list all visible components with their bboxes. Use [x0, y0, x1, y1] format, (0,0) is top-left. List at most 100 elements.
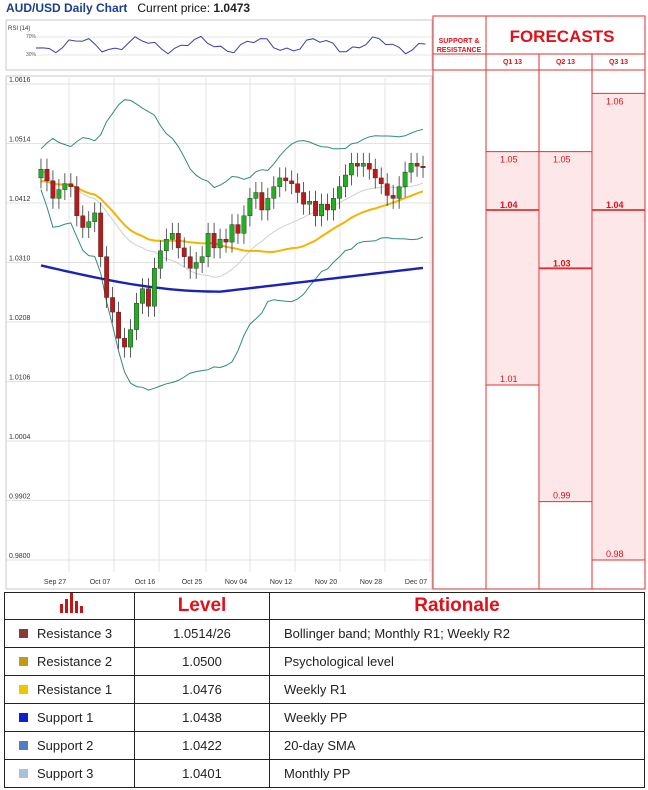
- x-tick-label: Dec 07: [405, 579, 427, 586]
- candle-body: [116, 311, 121, 339]
- level-value: 1.0514/26: [134, 619, 270, 648]
- y-axis: 1.0616 1.0514 1.0412 1.0310 1.0208 1.0106 1.00…: [9, 77, 31, 560]
- candle-body: [110, 297, 116, 313]
- candle-body: [271, 186, 277, 199]
- candle-body: [408, 163, 414, 173]
- forecast-panel: SUPPORT & RESISTANCE FORECASTS Q1 13 1.05 1…: [432, 15, 646, 590]
- y-tick-label: 1.0514: [9, 137, 31, 144]
- x-tick-label: Oct 16: [135, 579, 156, 586]
- candle-body: [420, 166, 426, 168]
- candle-body: [163, 238, 169, 252]
- candle-body: [205, 233, 211, 257]
- candle-body: [229, 224, 235, 243]
- candle-body: [295, 183, 301, 193]
- levels-table-row: Support 2 1.0422 20-day SMA: [4, 731, 645, 760]
- candle-body: [402, 171, 408, 187]
- candle-body: [384, 183, 390, 196]
- candle-body: [146, 288, 151, 307]
- forecast-value: 1.06: [606, 96, 624, 106]
- candle-body: [157, 250, 163, 269]
- candle-body: [104, 256, 110, 298]
- forecast-range: [487, 151, 539, 385]
- levels-table-row: Resistance 3 1.0514/26 Bollinger band; Mon…: [4, 619, 645, 648]
- rsi-label: RSI (14): [8, 26, 30, 32]
- candle-body: [86, 221, 92, 228]
- candle-body: [247, 198, 253, 217]
- forecast-column-label: Q1 13: [503, 59, 522, 66]
- candle-body: [354, 163, 360, 167]
- x-tick-label: Oct 25: [182, 579, 203, 586]
- levels-table-row: Support 3 1.0401 Monthly PP: [4, 759, 645, 788]
- price-plot-frame: [5, 75, 433, 590]
- candle-body: [151, 268, 157, 307]
- x-tick-label: Nov 20: [315, 579, 337, 586]
- candle-body: [193, 262, 199, 269]
- level-name-cell: Support 3: [4, 759, 135, 788]
- x-tick-label: Sep 27: [44, 579, 66, 586]
- level-value: 1.0500: [134, 647, 270, 676]
- candle-body: [74, 186, 80, 217]
- candle-body: [44, 168, 50, 182]
- candle-body: [217, 238, 223, 249]
- level-value: 1.0476: [134, 675, 270, 704]
- level-color-swatch: [19, 657, 28, 666]
- y-tick-label: 1.0106: [9, 375, 31, 382]
- candle-body: [241, 215, 247, 234]
- rsi-level-70: 70%: [26, 34, 37, 40]
- candle-body: [38, 168, 44, 179]
- level-name: Support 3: [37, 766, 94, 781]
- current-price-value: 1.0473: [213, 1, 251, 15]
- forecast-range: [540, 151, 592, 502]
- candle-body: [283, 177, 289, 182]
- rsi-line: [35, 35, 426, 55]
- level-name: Support 2: [37, 738, 94, 753]
- forecast-column-label: Q3 13: [609, 59, 628, 66]
- levels-table-row: Support 1 1.0438 Weekly PP: [4, 703, 645, 732]
- candle-body: [235, 224, 241, 234]
- forecast-column-label: Q2 13: [556, 59, 575, 66]
- level-column-header: Level: [134, 592, 270, 620]
- forecast-value: 1.04: [606, 200, 624, 210]
- bollinger-upper-band: [40, 99, 424, 189]
- candle-body: [337, 186, 342, 199]
- candle-body: [211, 233, 217, 249]
- candle-body: [348, 163, 354, 176]
- forecast-range: [593, 93, 645, 560]
- y-tick-label: 1.0208: [9, 315, 31, 322]
- candle-body: [80, 215, 86, 228]
- candle-body: [331, 198, 336, 211]
- candle-body: [56, 189, 62, 199]
- support-resistance-header: SUPPORT & RESISTANCE: [437, 38, 482, 54]
- levels-table-row: Resistance 2 1.0500 Psychological level: [4, 647, 645, 676]
- candle-body: [140, 288, 145, 304]
- candle-body: [319, 203, 324, 217]
- level-color-swatch: [19, 685, 28, 694]
- candle-body: [366, 163, 372, 170]
- y-tick-label: 0.9902: [9, 494, 31, 501]
- candle-body: [360, 163, 366, 167]
- candle-body: [301, 192, 307, 205]
- candle-body: [265, 198, 271, 211]
- y-tick-label: 1.0004: [9, 434, 31, 441]
- y-tick-label: 1.0412: [9, 196, 31, 203]
- candle-body: [378, 177, 384, 184]
- candle-body: [414, 163, 420, 167]
- y-tick-label: 0.9800: [9, 553, 31, 560]
- candle-body: [313, 201, 318, 217]
- level-color-swatch: [19, 741, 28, 750]
- candle-body: [68, 183, 74, 187]
- candle-body: [253, 192, 259, 199]
- level-rationale: Weekly PP: [269, 703, 645, 732]
- candle-body: [187, 256, 193, 269]
- x-tick-label: Oct 07: [90, 579, 111, 586]
- candle-body: [307, 201, 312, 205]
- forecast-value: 1.03: [553, 258, 571, 268]
- chart-title: AUD/USD Daily Chart: [6, 1, 128, 15]
- level-color-swatch: [19, 713, 28, 722]
- level-name: Resistance 2: [37, 654, 113, 669]
- forecast-value: 1.01: [500, 374, 518, 384]
- level-value: 1.0438: [134, 703, 270, 732]
- bollinger-middle-band: [40, 168, 424, 278]
- level-name: Resistance 1: [37, 682, 113, 697]
- forecast-value: 1.04: [500, 200, 518, 210]
